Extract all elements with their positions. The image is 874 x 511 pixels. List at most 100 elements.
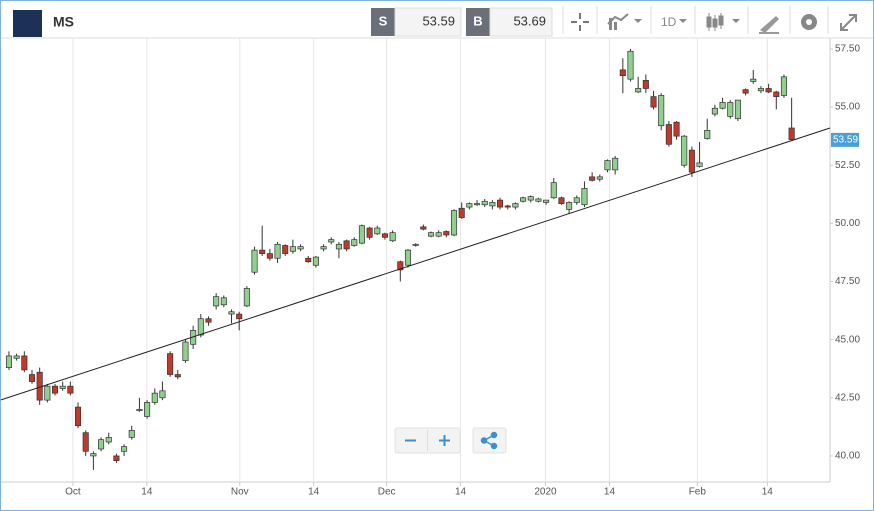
candle-body: [750, 78, 757, 82]
candle-body: [765, 88, 772, 93]
buy-price: 53.69: [513, 13, 546, 28]
zoom-in[interactable]: [439, 435, 450, 446]
candle-body: [381, 233, 388, 238]
expand-button[interactable]: [840, 14, 857, 31]
sell-label: S: [379, 13, 388, 28]
candle-body: [520, 197, 527, 202]
candle-body: [51, 385, 59, 394]
candle-body: [82, 432, 89, 452]
candle-body: [21, 355, 28, 371]
candle-body: [642, 79, 649, 89]
draw-tool-button[interactable]: [759, 16, 779, 34]
interval[interactable]: 1D: [661, 15, 677, 29]
candle-body: [136, 409, 143, 411]
candle-body: [458, 207, 465, 218]
candle-body: [619, 69, 626, 77]
crosshair-icon: [571, 13, 589, 31]
candle-body: [650, 96, 657, 108]
candle-body: [151, 392, 158, 403]
candle-body: [504, 205, 511, 208]
candle-body: [397, 261, 404, 271]
candle-body: [450, 210, 458, 236]
candle-body: [535, 198, 542, 202]
candle-body: [105, 436, 112, 443]
y-tick-label: 45.00: [835, 334, 860, 345]
candle-body: [312, 256, 319, 266]
x-tick-label: Feb: [689, 487, 707, 498]
candle-body: [389, 232, 396, 242]
x-tick-label: 14: [308, 487, 320, 498]
sell-price: 53.59: [422, 13, 455, 28]
candle-body: [128, 430, 135, 438]
candle-body: [220, 297, 227, 306]
candle-body: [443, 231, 450, 236]
candle-body: [497, 199, 504, 208]
candle-body: [236, 313, 243, 320]
candle-body: [44, 385, 51, 401]
candle-body: [5, 355, 13, 368]
x-tick-label: 14: [141, 487, 153, 498]
candle-body: [243, 288, 250, 307]
candle-body: [566, 202, 573, 210]
candle-body: [289, 246, 296, 252]
candle-body: [297, 246, 304, 250]
candle-body: [98, 439, 105, 450]
candle-body: [550, 182, 557, 199]
candle-body: [711, 107, 718, 115]
candle-body: [627, 50, 634, 80]
candle-body: [305, 257, 312, 263]
candle-body: [412, 243, 419, 246]
candle-type-button[interactable]: [706, 13, 740, 31]
chart-type-button[interactable]: [607, 13, 642, 30]
candle-body: [489, 202, 496, 207]
candle-body: [374, 227, 381, 235]
candle-body: [259, 249, 266, 254]
buy-price-box[interactable]: [489, 7, 553, 37]
toolbar-separators: [562, 6, 829, 34]
x-tick-label: Oct: [65, 487, 81, 498]
candle-body: [328, 239, 335, 243]
plot: Oct 14 Nov 14 Dec 14 2020 14 Feb 14 40.00 42.50 45.0…: [0, 38, 860, 498]
y-tick-label: 57.50: [835, 44, 860, 55]
buy-button[interactable]: [466, 8, 490, 36]
sell-button[interactable]: [371, 8, 395, 36]
y-tick-label: 47.50: [835, 276, 860, 287]
sell-price-box[interactable]: [394, 7, 462, 37]
candle-body: [612, 157, 619, 171]
x-tick-label: Dec: [378, 487, 396, 498]
candle-body: [144, 402, 151, 417]
candle-body: [420, 226, 427, 230]
candle-body: [358, 225, 365, 244]
candle-body: [573, 197, 580, 203]
candle-body: [596, 176, 603, 180]
y-tick-label: 52.50: [835, 160, 860, 171]
candle-body: [67, 385, 74, 394]
candle-body: [182, 341, 189, 361]
candle-body: [266, 253, 273, 259]
y-tick-label: 50.00: [835, 218, 860, 229]
candle-body: [28, 374, 36, 382]
candle-body: [512, 203, 519, 208]
candle-body: [213, 296, 220, 307]
candle-body: [727, 102, 734, 117]
candle-body: [527, 196, 534, 201]
x-tick-label: 2020: [534, 487, 557, 498]
candle-body: [788, 127, 795, 140]
y-tick-label: 40.00: [835, 451, 860, 462]
candle-body: [75, 406, 82, 427]
settings-button[interactable]: [801, 14, 817, 30]
candle-body: [543, 199, 550, 203]
candle-body: [704, 129, 711, 139]
candle-body: [343, 240, 350, 250]
candle-body: [604, 160, 611, 171]
candle-body: [159, 390, 166, 399]
share-button[interactable]: [472, 427, 507, 454]
candle-body: [688, 149, 695, 173]
x-tick-label: 14: [455, 487, 467, 498]
logo: [13, 10, 42, 37]
candle-body: [466, 203, 473, 208]
candle-body: [719, 102, 726, 109]
x-tick-label: 14: [604, 487, 616, 498]
y-tick-label: 55.00: [835, 102, 860, 113]
